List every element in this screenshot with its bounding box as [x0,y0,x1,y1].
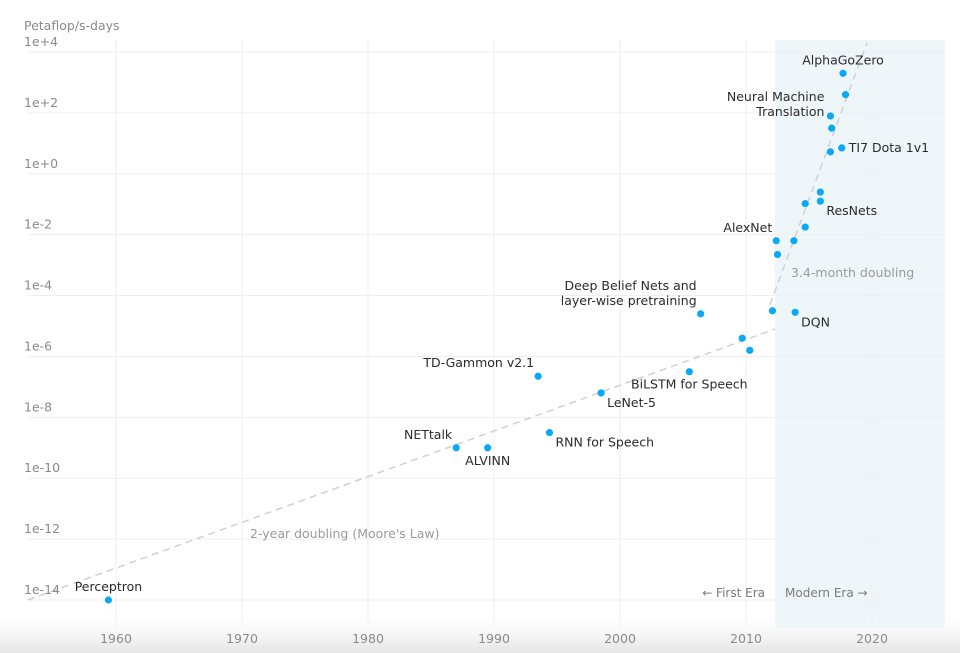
point-label: Translation [755,104,824,119]
trend-line [27,328,776,601]
point-label: layer-wise pretraining [561,293,697,308]
moore-law-annotation: 2-year doubling (Moore's Law) [250,526,439,541]
data-point [838,144,846,152]
y-tick-label: 1e+2 [24,95,58,110]
point-label: RNN for Speech [555,435,654,450]
x-tick-label: 2020 [856,631,888,646]
point-label: TI7 Dota 1v1 [848,140,929,155]
point-label: Deep Belief Nets and [564,278,696,293]
point-label: Neural Machine [727,89,825,104]
x-tick-label: 1990 [478,631,510,646]
y-tick-label: 1e-8 [24,399,52,414]
modern-era-label: Modern Era → [785,586,868,600]
point-label: AlphaGoZero [802,52,884,67]
data-point [685,368,693,376]
point-label: ALVINN [465,453,510,468]
data-point [738,334,746,342]
data-point [816,188,824,196]
data-point [816,197,824,205]
x-tick-label: 2000 [604,631,636,646]
y-tick-label: 1e+0 [24,156,58,171]
data-point [545,428,554,437]
y-tick-label: 1e-4 [24,278,52,293]
y-tick-label: 1e-2 [24,217,52,232]
point-label: ResNets [826,203,877,218]
x-tick-label: 2010 [730,631,762,646]
x-axis: 1960 1970 1980 1990 2000 2010 2020 [100,631,888,646]
point-labels: Perceptron NETtalk ALVINN TD-Gammon v2.1 RNN… [75,52,929,594]
data-point [772,237,780,245]
point-label: LeNet-5 [607,395,656,410]
data-point [826,148,835,156]
data-point [484,444,492,452]
point-label: AlexNet [723,220,772,235]
point-label: NETtalk [404,427,453,442]
data-points [104,69,850,604]
x-tick-label: 1970 [226,631,258,646]
data-point [841,91,850,99]
data-point [597,389,605,397]
y-tick-label: 1e-14 [24,582,60,597]
y-axis-title: Petaflop/s-days [24,18,120,33]
data-point [452,444,460,452]
data-point [791,308,799,316]
modern-era-shade [774,40,945,628]
trend-lines [27,42,868,601]
first-era-label: ← First Era [702,586,765,600]
point-label: BiLSTM for Speech [631,377,748,392]
y-tick-label: 1e-6 [24,338,52,353]
y-tick-label: 1e+4 [24,34,58,49]
data-point [839,69,847,77]
data-point [826,112,835,120]
gridlines [28,40,945,628]
data-point [104,596,113,604]
data-point [801,223,809,231]
data-point [768,307,777,315]
y-tick-label: 1e-10 [24,460,60,475]
modern-doubling-annotation: 3.4-month doubling [791,265,914,280]
x-tick-label: 1960 [100,631,132,646]
bottom-fade [0,608,960,653]
data-point [801,200,809,208]
data-point [790,237,798,245]
point-label: Perceptron [75,579,142,594]
y-tick-labels: 1e+4 1e+2 1e+0 1e-2 1e-4 1e-6 1e-8 1e-10 1e-12 1e… [24,34,60,597]
data-point [828,124,836,132]
point-label: DQN [801,314,830,329]
point-label: TD-Gammon v2.1 [422,355,534,370]
y-tick-label: 1e-12 [24,521,60,536]
data-point [534,372,542,380]
data-point [746,346,754,354]
data-point [697,310,705,318]
x-tick-label: 1980 [352,631,384,646]
trend-line [769,42,868,305]
data-point [773,250,782,259]
